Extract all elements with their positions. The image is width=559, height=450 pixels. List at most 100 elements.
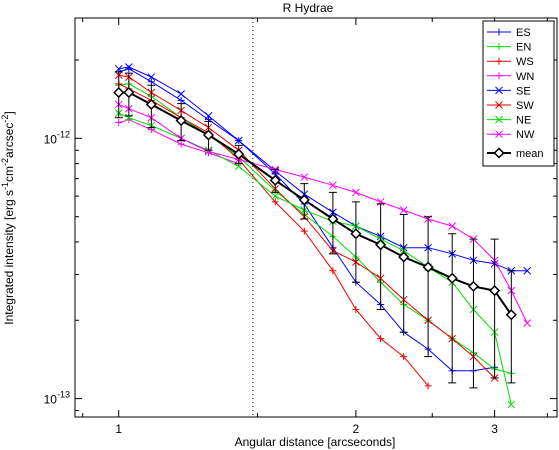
legend-se: SE xyxy=(487,85,531,97)
series-mean-point xyxy=(350,228,362,240)
series-mean-point xyxy=(113,86,125,99)
x-axis-label: Angular distance [arcseconds] xyxy=(235,435,396,449)
legend-ws-label: WS xyxy=(516,56,534,68)
series-mean-point xyxy=(202,129,215,141)
series-mean-errorbar xyxy=(448,233,457,384)
chart-title: R Hydrae xyxy=(283,1,334,15)
legend-ne-point xyxy=(495,115,503,124)
series-mean-point xyxy=(123,86,135,99)
y-tick-label: 10-12 xyxy=(44,129,70,146)
legend-ws: WS xyxy=(487,56,534,68)
series-mean-errorbar xyxy=(399,213,408,333)
series-mean-point xyxy=(375,239,387,251)
legend-en-point xyxy=(495,43,503,51)
series-mean-point xyxy=(398,251,410,263)
series-nw-point xyxy=(300,173,309,181)
y-label-sup: -1 xyxy=(0,182,10,190)
series-mean-point xyxy=(446,272,458,284)
series-mean-errorbar xyxy=(469,238,478,389)
series-se-line xyxy=(118,66,528,272)
legend-en-label: EN xyxy=(516,42,531,54)
series-mean-errorbar xyxy=(376,203,385,311)
x-tick-label: 1 xyxy=(115,422,122,436)
series-ws-point xyxy=(377,335,385,343)
series-nw-point xyxy=(399,206,408,214)
legend-ne-label: NE xyxy=(516,115,531,127)
series-mean-errorbar xyxy=(490,238,499,379)
series-se-point xyxy=(204,112,213,120)
series-mean-errorbar xyxy=(351,201,360,283)
legend-sw-label: SW xyxy=(516,100,534,112)
series-mean-point xyxy=(175,115,187,127)
y-tick-label: 10-13 xyxy=(44,390,70,407)
series-mean-errorbar xyxy=(424,216,433,358)
series-mean-point xyxy=(269,174,281,186)
series-ws-point xyxy=(329,267,337,275)
plot-frame xyxy=(74,17,558,418)
y-label-part: cm xyxy=(2,166,16,182)
legend-sw-point xyxy=(495,101,503,109)
legend-ne: NE xyxy=(487,115,531,127)
series-es-point xyxy=(147,78,155,86)
series-ws-point xyxy=(300,227,308,235)
series-mean-point xyxy=(327,213,339,225)
series-nw-point xyxy=(523,319,532,327)
y-label-sup: -2 xyxy=(0,158,10,166)
legend-sw: SW xyxy=(487,100,534,112)
legend-nw-label: NW xyxy=(516,129,535,141)
y-tick-base: 10 xyxy=(44,132,58,146)
legend-wn-point xyxy=(495,72,503,80)
series-ne-point xyxy=(271,192,280,200)
y-tick-base: 10 xyxy=(44,393,58,407)
series-ne-point xyxy=(507,400,516,409)
y-label-part: ] xyxy=(2,111,16,114)
series-wn-point xyxy=(115,119,123,127)
series-se-point xyxy=(523,266,532,275)
series-se-point xyxy=(114,64,123,73)
legend-nw: NW xyxy=(487,129,535,141)
plot-area xyxy=(113,18,532,417)
series-nw-point xyxy=(329,181,337,190)
legend-se-label: SE xyxy=(516,85,531,97)
series-se-point xyxy=(147,73,156,81)
series-se-point xyxy=(124,63,133,71)
series-mean xyxy=(113,71,517,389)
series-se-point xyxy=(177,90,185,98)
legend: ES EN WS WN SE SW NE NW mean xyxy=(482,20,555,167)
series-mean-point xyxy=(298,194,310,206)
series-nw-point xyxy=(352,188,360,197)
legend-wn: WN xyxy=(487,71,534,83)
legend-mean-point xyxy=(493,147,505,159)
series-mean-errorbar xyxy=(507,270,516,384)
y-tick-exp: -13 xyxy=(57,390,70,400)
series-ws-point xyxy=(424,382,432,390)
legend-es: ES xyxy=(487,27,531,39)
series-nw-point xyxy=(204,147,213,156)
y-label-part: Integrated intensity [erg s xyxy=(2,190,16,325)
series-es-point xyxy=(177,96,185,104)
series-ws-point xyxy=(400,353,408,361)
legend-nw-point xyxy=(495,130,503,139)
y-axis-label: Integrated intensity [erg s-1cm-2arcsec-… xyxy=(0,111,16,324)
y-label-sup: -2 xyxy=(0,115,10,123)
legend-en: EN xyxy=(487,42,531,54)
x-tick-label: 3 xyxy=(491,422,498,436)
series-nw-point xyxy=(448,222,457,230)
legend-wn-label: WN xyxy=(516,71,534,83)
series-mean-point xyxy=(422,261,434,273)
legend-mean-label: mean xyxy=(516,148,544,160)
series-ws-point xyxy=(352,306,360,314)
series-ne-point xyxy=(234,162,243,171)
x-tick-label: 2 xyxy=(353,422,360,436)
legend-ws-point xyxy=(495,57,503,65)
legend-se-point xyxy=(495,86,503,95)
series-ws-point xyxy=(271,198,279,206)
y-label-part: arcsec xyxy=(2,123,16,158)
series-wn-point xyxy=(177,140,185,148)
series-mean-point xyxy=(145,98,157,110)
series-group xyxy=(113,18,532,417)
legend-es-label: ES xyxy=(516,27,531,39)
y-tick-exp: -12 xyxy=(57,129,70,139)
